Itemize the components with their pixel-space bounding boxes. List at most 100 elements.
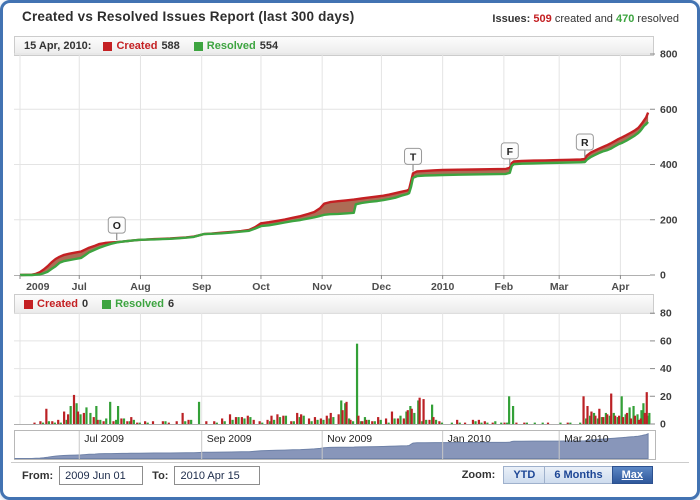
created-bar[interactable] <box>276 414 279 424</box>
resolved-bar[interactable] <box>85 407 88 424</box>
resolved-bar[interactable] <box>237 417 240 424</box>
created-bar[interactable] <box>390 411 394 424</box>
resolved-bar[interactable] <box>632 405 635 424</box>
created-bar[interactable] <box>307 418 311 424</box>
resolved-bar[interactable] <box>310 421 313 424</box>
resolved-bar[interactable] <box>332 417 335 424</box>
created-bar[interactable] <box>136 422 139 424</box>
resolved-bar[interactable] <box>500 422 503 424</box>
navigator-area[interactable] <box>14 433 649 459</box>
flag-R[interactable]: R <box>575 133 594 157</box>
created-bar[interactable] <box>594 415 597 424</box>
resolved-bar[interactable] <box>640 410 643 424</box>
resolved-bar[interactable] <box>184 421 187 424</box>
resolved-bar[interactable] <box>65 419 68 424</box>
resolved-bar[interactable] <box>132 419 135 424</box>
created-bar[interactable] <box>266 419 269 424</box>
resolved-bar[interactable] <box>116 405 120 424</box>
resolved-bar[interactable] <box>284 415 288 424</box>
created-bar[interactable] <box>296 412 299 424</box>
created-bar[interactable] <box>523 422 526 424</box>
created-bar[interactable] <box>126 421 129 424</box>
created-bar[interactable] <box>246 415 249 424</box>
resolved-bar[interactable] <box>138 422 141 424</box>
created-bar[interactable] <box>586 405 589 424</box>
created-bar[interactable] <box>258 421 261 424</box>
resolved-bar[interactable] <box>99 419 102 424</box>
zoom-button-6months[interactable]: 6 Months <box>544 466 613 484</box>
created-bar[interactable] <box>428 419 431 424</box>
created-bar[interactable] <box>96 419 99 424</box>
resolved-bar[interactable] <box>608 415 611 424</box>
resolved-bar[interactable] <box>95 405 98 424</box>
resolved-bar[interactable] <box>541 422 544 424</box>
resolved-bar[interactable] <box>373 421 376 424</box>
resolved-bar[interactable] <box>486 422 489 424</box>
resolved-bar[interactable] <box>600 417 604 424</box>
created-bar[interactable] <box>144 421 147 424</box>
created-bar[interactable] <box>51 421 54 424</box>
resolved-bar[interactable] <box>648 412 651 424</box>
created-bar[interactable] <box>384 418 388 424</box>
resolved-bar[interactable] <box>231 419 234 424</box>
resolved-bar[interactable] <box>458 422 461 424</box>
created-bar[interactable] <box>39 421 42 424</box>
resolved-bar[interactable] <box>273 419 276 424</box>
resolved-bar[interactable] <box>616 417 619 424</box>
resolved-series-line[interactable] <box>20 121 649 277</box>
legend-created[interactable]: Created 588 <box>103 40 180 52</box>
created-bar[interactable] <box>66 414 70 424</box>
resolved-bar[interactable] <box>525 422 528 424</box>
created-bar[interactable] <box>325 415 328 424</box>
created-bar[interactable] <box>618 415 621 424</box>
created-bar[interactable] <box>357 415 360 424</box>
created-bar[interactable] <box>349 419 352 424</box>
created-bar[interactable] <box>377 417 380 424</box>
resolved-bar[interactable] <box>292 421 295 424</box>
created-bar[interactable] <box>57 419 60 424</box>
resolved-bar[interactable] <box>59 422 62 424</box>
resolved-bar[interactable] <box>569 422 572 424</box>
resolved-bar[interactable] <box>413 412 416 424</box>
resolved-bar[interactable] <box>592 412 596 424</box>
created-bar[interactable] <box>240 417 243 424</box>
resolved-bar[interactable] <box>328 418 331 424</box>
created-bar[interactable] <box>406 410 409 424</box>
flag-F[interactable]: F <box>500 142 519 166</box>
daily-chart-canvas[interactable]: 0 20 40 60 80 <box>14 308 698 431</box>
created-bar[interactable] <box>610 393 613 424</box>
created-bar[interactable] <box>341 410 344 424</box>
created-bar[interactable] <box>161 421 164 424</box>
resolved-bar[interactable] <box>105 418 108 424</box>
created-bar[interactable] <box>438 421 441 424</box>
resolved-bar[interactable] <box>298 417 301 424</box>
resolved-bar[interactable] <box>585 418 588 424</box>
resolved-bar[interactable] <box>223 421 226 424</box>
created-bar[interactable] <box>151 421 155 424</box>
created-bar[interactable] <box>477 419 480 424</box>
resolved-bar[interactable] <box>53 422 56 424</box>
created-bar[interactable] <box>181 412 184 424</box>
resolved-bar[interactable] <box>359 421 363 424</box>
resolved-bar[interactable] <box>417 400 420 424</box>
created-bar[interactable] <box>432 417 435 424</box>
resolved-bar[interactable] <box>642 403 645 424</box>
resolved-bar[interactable] <box>197 401 201 424</box>
created-bar[interactable] <box>396 418 399 424</box>
resolved-bar[interactable] <box>215 422 218 424</box>
created-bar[interactable] <box>252 419 255 424</box>
resolved-bar[interactable] <box>367 419 370 424</box>
flag-T[interactable]: T <box>404 147 423 172</box>
resolved-bar[interactable] <box>269 421 272 424</box>
from-date-input[interactable] <box>59 466 144 485</box>
resolved-bar[interactable] <box>344 403 347 424</box>
created-bar[interactable] <box>625 412 629 424</box>
resolved-bar[interactable] <box>387 422 390 424</box>
to-date-input[interactable] <box>174 466 261 485</box>
resolved-bar[interactable] <box>146 422 149 424</box>
created-bar[interactable] <box>282 415 285 424</box>
resolved-bar[interactable] <box>322 419 325 424</box>
created-bar[interactable] <box>361 421 364 424</box>
resolved-bar[interactable] <box>363 417 367 424</box>
resolved-bar[interactable] <box>249 417 252 424</box>
